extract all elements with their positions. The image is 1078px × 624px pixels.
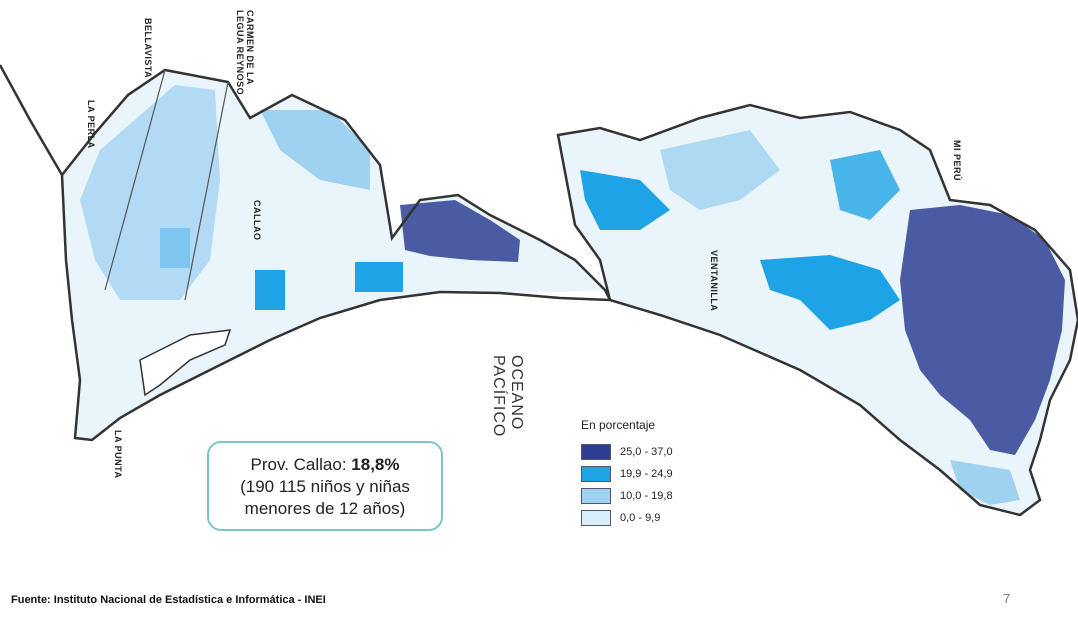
label-la-perla: LA PERLA: [86, 100, 96, 149]
legend-swatch: [581, 443, 611, 460]
label-ventanilla: VENTANILLA: [709, 250, 719, 312]
district-divider-bellavista: [104, 69, 229, 301]
legend-label: 10,0 - 19,8: [620, 489, 673, 502]
legend-label: 25,0 - 37,0: [620, 445, 673, 458]
label-bellavista: BELLAVISTA: [143, 18, 153, 79]
legend-swatch: [581, 509, 611, 526]
summary-value: 18,8%: [351, 455, 400, 474]
patch-8: [80, 85, 220, 300]
patch-3: [255, 270, 285, 310]
legend-swatch: [581, 487, 611, 504]
legend-item: 25,0 - 37,0: [581, 441, 673, 462]
legend-label: 0,0 - 9,9: [620, 511, 661, 524]
label-la-punta: LA PUNTA: [113, 430, 123, 479]
summary-line-2: (190 115 niños y niñas: [240, 477, 410, 496]
patch-9: [660, 130, 780, 210]
inland-boundary-east: [556, 103, 1078, 321]
summary-line-1: Prov. Callao: 18,8%: [209, 454, 441, 476]
legend-item: 0,0 - 9,9: [581, 507, 673, 528]
patch-6: [830, 150, 900, 220]
patch-5: [760, 255, 900, 330]
summary-line-3: menores de 12 años): [244, 499, 406, 518]
patch-4: [580, 170, 670, 230]
label-mi-peru: MI PERÚ: [952, 140, 962, 182]
port-shape: [139, 329, 232, 397]
inland-boundary-west: [61, 68, 612, 301]
summary-prefix: Prov. Callao:: [250, 455, 352, 474]
page-number: 7: [1003, 591, 1011, 606]
legend-label: 19,9 - 24,9: [620, 467, 673, 480]
legend-item: 19,9 - 24,9: [581, 463, 673, 484]
region-mi-peru-fill: [900, 205, 1065, 455]
summary-box: Prov. Callao: 18,8% (190 115 niños y niñ…: [207, 441, 443, 531]
coastline-outline: [0, 64, 1078, 517]
label-callao: CALLAO: [252, 200, 262, 241]
label-carmen-de-la-legua: CARMEN DE LA LEGUA REYNOSO: [235, 10, 255, 96]
label-oceano-pacifico: OCEANO PACÍFICO: [490, 355, 525, 438]
patch-7: [260, 110, 370, 190]
legend-swatch: [581, 465, 611, 482]
region-callao-dense: [400, 200, 520, 262]
map-legend: En porcentaje 25,0 - 37,0 19,9 - 24,9 10…: [581, 418, 673, 529]
source-citation: Fuente: Instituto Nacional de Estadístic…: [11, 594, 326, 606]
patch-1: [355, 262, 403, 292]
legend-item: 10,0 - 19,8: [581, 485, 673, 506]
legend-title: En porcentaje: [581, 418, 656, 432]
